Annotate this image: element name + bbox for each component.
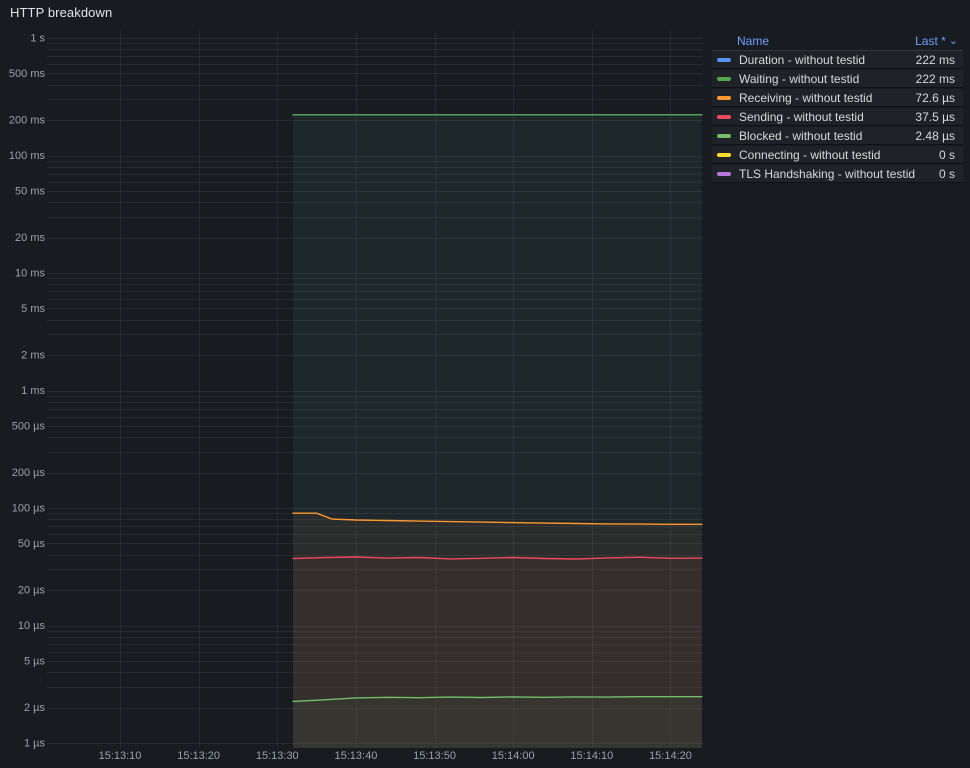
series-last-value: 0 s [938,147,955,162]
y-axis-tick-label: 1 µs [24,738,46,750]
y-axis-tick-label: 100 µs [12,503,46,515]
y-axis-tick-label: 500 µs [12,420,46,432]
series-last-value: 72.6 µs [915,90,955,105]
series-name: Waiting - without testid [739,71,860,86]
y-axis-tick-label: 50 µs [18,538,46,550]
legend-row[interactable]: Receiving - without testid 72.6 µs [712,89,963,107]
y-axis-tick-label: 10 ms [15,268,45,280]
x-axis-tick-label: 15:14:20 [649,750,692,762]
legend-row[interactable]: Waiting - without testid 222 ms [712,70,963,88]
legend-name-column-header[interactable]: Name [737,34,770,48]
y-axis-tick-label: 5 µs [24,655,46,667]
y-axis-tick-label: 2 ms [21,350,45,362]
x-axis-tick-label: 15:13:40 [335,750,378,762]
legend-row[interactable]: Duration - without testid 222 ms [712,51,963,69]
series-fill [293,513,702,748]
series-line [292,512,703,525]
series-name: Duration - without testid [739,52,866,67]
legend-table: Name Last * ⌄ Duration - without testid … [712,32,963,184]
chevron-down-icon: ⌄ [948,34,958,47]
y-axis-tick-label: 500 ms [9,68,46,80]
x-axis-tick-label: 15:13:10 [99,750,142,762]
axis-labels: 1 s 500 ms 200 ms 100 ms 50 ms 20 ms 10 ms 5 ms… [9,33,692,763]
series-last-value: 37.5 µs [915,109,955,124]
series-last-value: 0 s [938,166,955,181]
y-axis-tick-label: 20 ms [15,232,45,244]
y-axis-tick-label: 1 ms [21,385,45,397]
legend-rows: Duration - without testid 222 ms Waiting… [712,51,963,183]
x-axis-tick-label: 15:13:20 [177,750,220,762]
series-name: TLS Handshaking - without testid [739,166,916,181]
series-color-swatch [717,152,731,157]
grid-lines [47,31,703,748]
legend-last-label: Last * [915,34,946,48]
series-fill [293,114,702,749]
series-last-value: 222 ms [915,52,955,67]
y-axis-tick-label: 50 ms [15,185,45,197]
legend-row[interactable]: Blocked - without testid 2.48 µs [712,127,963,145]
series-last-value: 222 ms [915,71,955,86]
y-axis-tick-label: 1 s [30,33,45,45]
legend-header: Name Last * ⌄ [712,32,963,51]
series-color-swatch [717,171,731,176]
series-fill [293,696,702,748]
x-axis-tick-label: 15:14:00 [492,750,535,762]
y-axis-tick-label: 200 µs [12,467,46,479]
series-fill [293,114,702,749]
y-axis-tick-label: 200 ms [9,115,46,127]
series-line [292,696,703,703]
panel-title[interactable]: HTTP breakdown [10,5,113,20]
y-axis-tick-label: 100 ms [9,150,46,162]
x-axis-tick-label: 15:13:30 [256,750,299,762]
legend-row[interactable]: TLS Handshaking - without testid 0 s [712,165,963,183]
series-color-swatch [717,133,731,138]
legend-row[interactable]: Sending - without testid 37.5 µs [712,108,963,126]
x-axis-tick-label: 15:13:50 [413,750,456,762]
series-name: Sending - without testid [739,109,864,124]
series-last-value: 2.48 µs [915,128,955,143]
series-color-swatch [717,114,731,119]
series-name: Receiving - without testid [739,90,873,105]
legend-row[interactable]: Connecting - without testid 0 s [712,146,963,164]
series-name: Blocked - without testid [739,128,863,143]
y-axis-tick-label: 5 ms [21,303,45,315]
series-color-swatch [717,57,731,62]
series-color-swatch [717,76,731,81]
series-line [292,556,703,560]
y-axis-tick-label: 2 µs [24,702,46,714]
legend-last-column-header[interactable]: Last * ⌄ [915,34,958,48]
series-color-swatch [717,95,731,100]
y-axis-tick-label: 20 µs [18,585,46,597]
x-axis-tick-label: 15:14:10 [570,750,613,762]
series-name: Connecting - without testid [739,147,881,162]
series-fill [293,557,702,748]
y-axis-tick-label: 10 µs [18,620,46,632]
